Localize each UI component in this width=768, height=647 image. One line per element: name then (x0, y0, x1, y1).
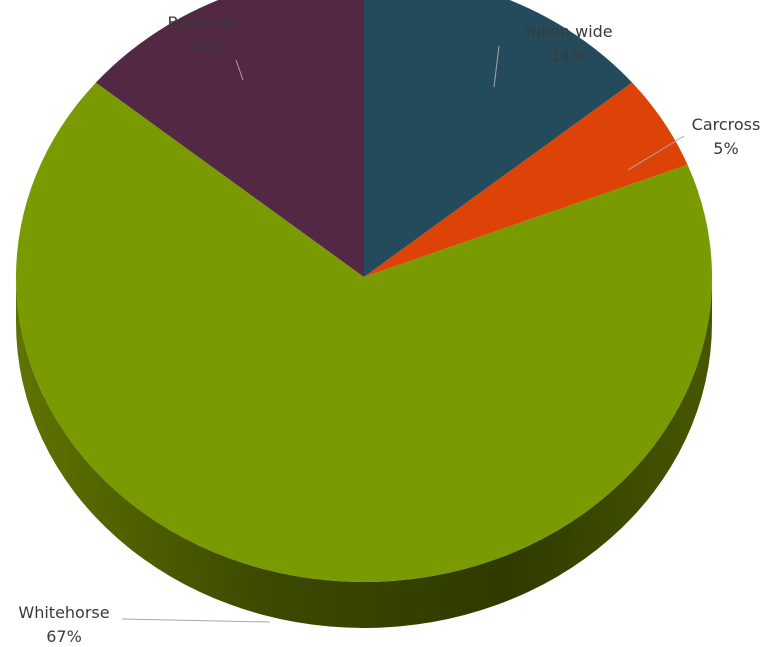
category-label-yukon-wide: Yukon wide (522, 22, 612, 41)
leader-line-burwash (235, 59, 244, 81)
leader-line-yukon-wide (493, 45, 500, 88)
pie-slice-burwash[interactable] (95, 0, 364, 277)
category-label-burwash: Burwash (167, 13, 236, 32)
value-label-whitehorse: 67% (46, 627, 82, 646)
value-label-yukon-wide: 14% (550, 46, 586, 65)
pie-slice-yukon-wide[interactable] (364, 0, 633, 277)
pie-slice-whitehorse[interactable] (16, 82, 713, 582)
pie-slice-carcross[interactable] (364, 82, 688, 277)
category-label-whitehorse: Whitehorse (18, 603, 109, 622)
value-label-burwash: 14% (184, 37, 220, 56)
value-label-carcross: 5% (713, 139, 738, 158)
leader-line-whitehorse (121, 618, 271, 623)
category-label-carcross: Carcross (692, 115, 761, 134)
leader-line-carcross (627, 135, 685, 171)
